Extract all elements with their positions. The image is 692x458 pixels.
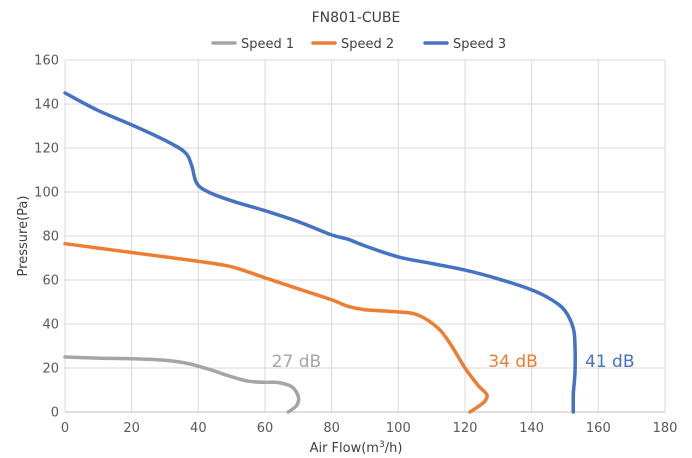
y-tick-label: 100 xyxy=(34,186,59,201)
db-annotations: 27 dB 34 dB 41 dB xyxy=(272,352,635,372)
x-tick-label: 140 xyxy=(519,421,544,436)
x-tick-label: 120 xyxy=(453,421,478,436)
x-tick-label: 100 xyxy=(386,421,411,436)
y-tick-label: 0 xyxy=(51,406,59,421)
x-tick-label: 0 xyxy=(61,421,69,436)
db-label-speed-1: 27 dB xyxy=(272,352,322,372)
legend: Speed 1 Speed 2 Speed 3 xyxy=(211,37,506,52)
y-axis-title: Pressure(Pa) xyxy=(16,196,31,277)
y-tick-label: 60 xyxy=(42,274,59,289)
db-label-speed-3: 41 dB xyxy=(585,352,635,372)
x-tick-label: 20 xyxy=(123,421,140,436)
y-tick-label: 160 xyxy=(34,54,59,69)
y-tick-label: 140 xyxy=(34,98,59,113)
y-axis-ticks: 0 20 40 60 80 100 120 140 160 xyxy=(34,54,59,421)
x-tick-label: 180 xyxy=(653,421,678,436)
series-line-speed-3 xyxy=(63,91,577,414)
y-tick-label: 40 xyxy=(42,318,59,333)
x-axis-title-end: /h) xyxy=(385,441,403,456)
y-tick-label: 20 xyxy=(42,362,59,377)
x-axis-title-main: Air Flow(m xyxy=(310,441,379,456)
series-lines xyxy=(63,91,577,414)
db-label-speed-2: 34 dB xyxy=(488,352,538,372)
legend-label-speed-1: Speed 1 xyxy=(241,37,294,52)
chart-title: FN801-CUBE xyxy=(312,10,401,26)
series-line-speed-1 xyxy=(63,355,301,414)
x-axis-title-superscript: 3 xyxy=(379,440,385,450)
legend-label-speed-3: Speed 3 xyxy=(453,37,506,52)
grid xyxy=(64,59,666,412)
y-tick-label: 80 xyxy=(42,230,59,245)
x-tick-label: 80 xyxy=(323,421,340,436)
series-line-speed-2 xyxy=(63,241,489,414)
x-tick-label: 40 xyxy=(190,421,207,436)
x-tick-label: 60 xyxy=(257,421,274,436)
x-axis-ticks: 0 20 40 60 80 100 120 140 160 180 xyxy=(61,421,678,436)
y-tick-label: 120 xyxy=(34,142,59,157)
x-tick-label: 160 xyxy=(586,421,611,436)
x-axis-title: Air Flow(m3/h) xyxy=(310,440,403,456)
legend-label-speed-2: Speed 2 xyxy=(341,37,394,52)
